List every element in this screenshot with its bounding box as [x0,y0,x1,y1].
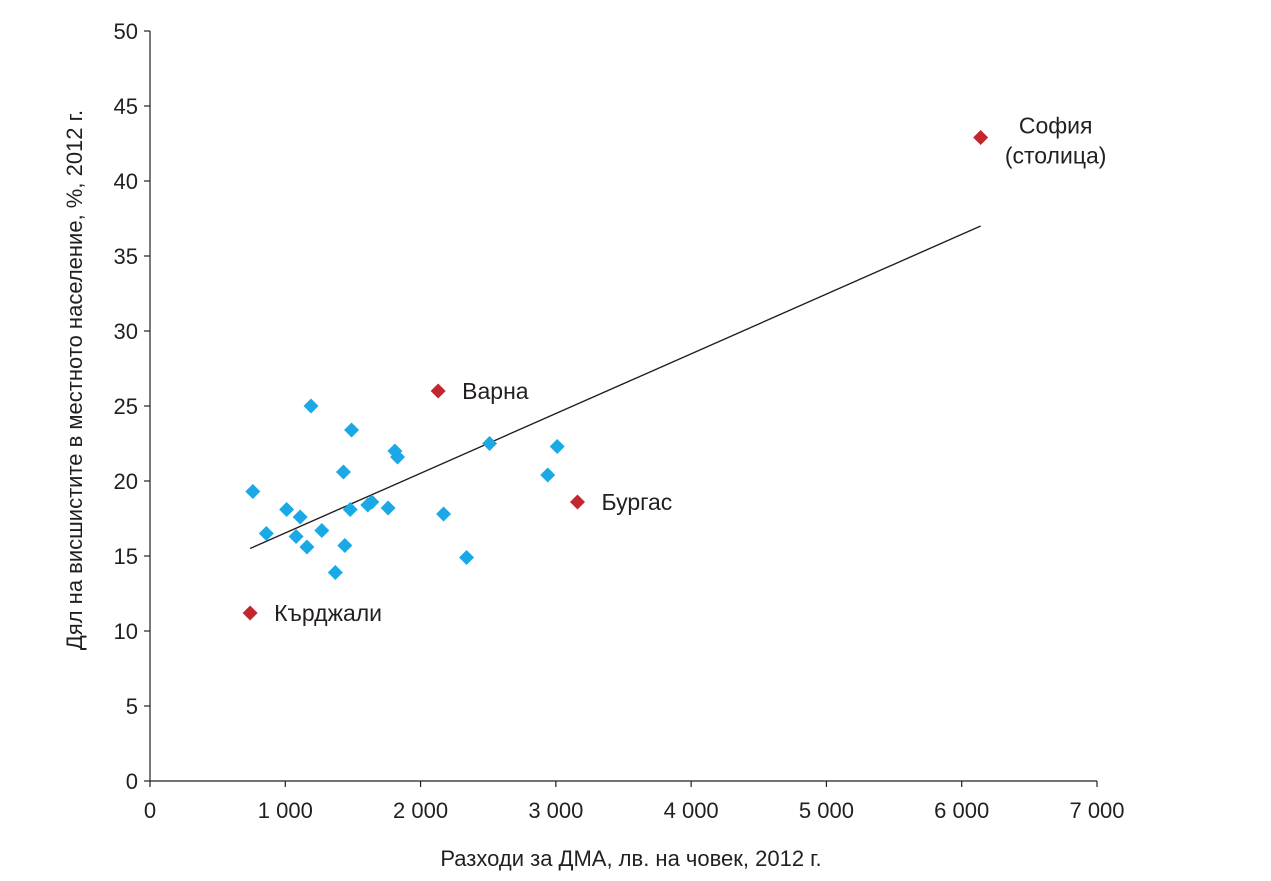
data-point [245,484,261,499]
highlighted-point [973,130,989,145]
y-tick-label: 25 [114,394,138,419]
point-label: Варна [462,378,529,404]
data-point [303,398,319,414]
data-point [288,529,304,544]
data-point [258,526,274,541]
data-point [390,449,406,465]
y-tick-label: 10 [114,619,138,644]
y-axis-title: Дял на висшистите в местното население, … [62,110,87,650]
highlighted-point [430,383,446,399]
data-point [337,538,353,553]
annotations: Кърджали Варна Бургас София (столица) [274,113,1106,627]
point-label: Бургас [602,489,673,515]
x-tick-label: 5 000 [799,798,854,823]
data-point [335,464,351,480]
data-point [314,523,330,538]
x-tick-label: 4 000 [664,798,719,823]
y-tick-label: 20 [114,469,138,494]
data-point [292,509,308,525]
x-tick-label: 2 000 [393,798,448,823]
data-point [459,550,475,565]
highlighted-point [242,605,258,621]
point-label: София [1019,113,1093,139]
y-tick-label: 45 [114,94,138,119]
x-tick-label: 3 000 [528,798,583,823]
highlighted-point [570,494,586,510]
y-tick-label: 50 [114,19,138,44]
data-point [549,439,565,454]
data-point [342,502,358,517]
data-point [436,506,452,522]
x-axis-title: Разходи за ДМА, лв. на човек, 2012 г. [440,846,821,871]
y-tick-label: 15 [114,544,138,569]
data-point [380,500,396,516]
x-tick-label: 1 000 [258,798,313,823]
y-tick-label: 0 [126,769,138,794]
data-point [279,502,295,517]
data-point [540,467,556,483]
data-point [299,539,315,555]
y-tick-label: 40 [114,169,138,194]
point-label: Кърджали [274,600,382,626]
x-tick-label: 7 000 [1069,798,1124,823]
data-point [364,494,380,510]
points-group [242,130,989,621]
y-tick-label: 30 [114,319,138,344]
x-tick-label: 0 [144,798,156,823]
y-tick-label: 5 [126,694,138,719]
point-label: (столица) [1005,143,1107,169]
data-point [482,436,498,451]
x-tick-label: 6 000 [934,798,989,823]
data-point [344,422,360,438]
axes: 0 5 10 15 20 25 30 35 40 45 50 0 1 000 2 000 3 000 4 00… [114,19,1125,823]
y-tick-label: 35 [114,244,138,269]
data-point [327,565,343,580]
